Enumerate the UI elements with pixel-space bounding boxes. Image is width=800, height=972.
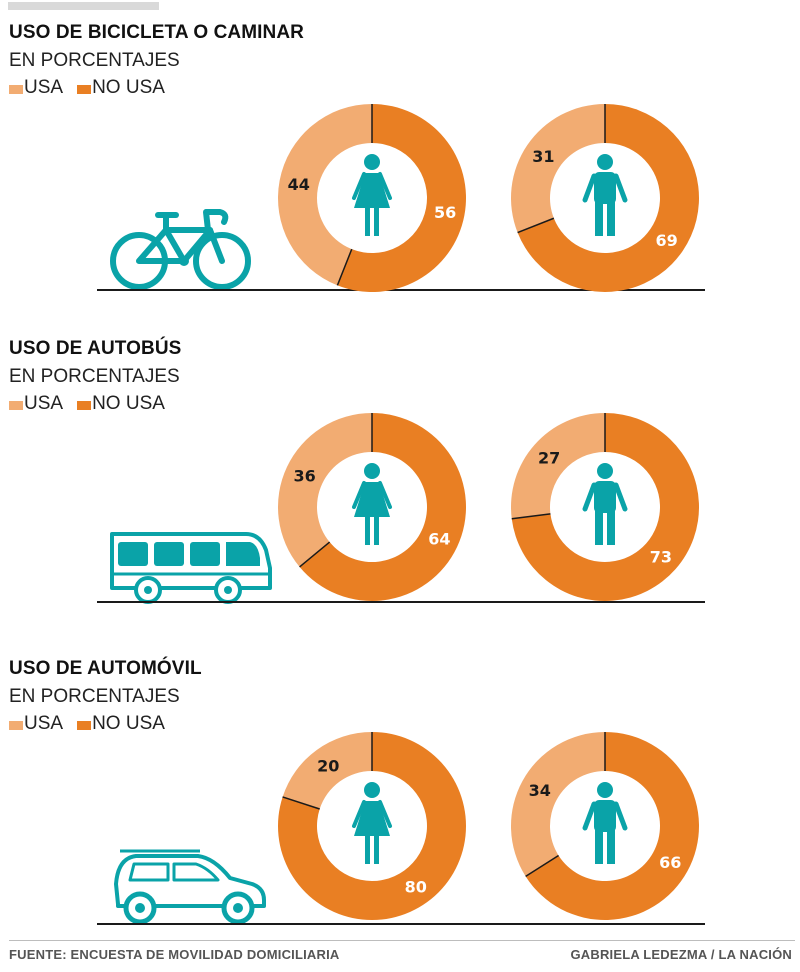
legend-item-uses: USA — [9, 77, 63, 99]
slice-divider — [525, 854, 559, 878]
legend-item-not-uses: NO USA — [77, 713, 165, 735]
slice-divider — [282, 796, 320, 810]
legend-swatch-not-uses — [77, 84, 92, 94]
legend-swatch-uses — [9, 720, 23, 730]
legend-label-uses: USA — [24, 713, 64, 734]
ground-line — [97, 289, 705, 291]
slice-divider — [299, 541, 331, 568]
ground-line — [97, 601, 705, 603]
donut-chart: 64 36 — [278, 413, 466, 601]
donut-slice-not-uses — [517, 104, 699, 292]
data-label-not-uses: 66 — [659, 853, 681, 872]
slice-divider — [511, 513, 551, 520]
donut-slice-uses — [278, 413, 372, 567]
legend-item-uses: USA — [9, 393, 63, 415]
legend-label-uses: USA — [24, 393, 64, 414]
section-title: USO DE AUTOBÚS — [9, 338, 182, 359]
section-bus: USO DE AUTOBÚS EN PORCENTAJES USA NO USA — [0, 338, 800, 648]
section-subtitle: EN PORCENTAJES — [9, 50, 180, 71]
donut-chart: 66 34 — [510, 732, 699, 920]
legend: USA NO USA — [9, 77, 179, 99]
car-icon — [114, 849, 266, 925]
top-accent-bar — [8, 2, 159, 10]
data-label-not-uses: 56 — [434, 203, 456, 222]
data-label-not-uses: 73 — [650, 547, 672, 566]
donut-slice-not-uses — [299, 413, 466, 601]
data-label-uses: 20 — [317, 757, 339, 776]
donut-slice-not-uses — [511, 413, 699, 601]
man-icon — [582, 782, 628, 864]
legend-swatch-uses — [9, 84, 23, 94]
donut-slice-not-uses — [525, 732, 699, 920]
section-bicycle: USO DE BICICLETA O CAMINAR EN PORCENTAJE… — [0, 22, 800, 332]
woman-icon — [352, 463, 392, 545]
legend-item-not-uses: NO USA — [77, 77, 165, 99]
data-label-uses: 34 — [529, 781, 551, 800]
donut-chart: 69 31 — [511, 104, 699, 292]
data-label-uses: 44 — [288, 175, 310, 194]
section-car: USO DE AUTOMÓVIL EN PORCENTAJES USA NO U… — [0, 658, 800, 968]
donut-slice-uses — [278, 104, 372, 286]
donut-slice-not-uses — [278, 732, 466, 920]
legend-swatch-uses — [9, 400, 23, 410]
man-icon — [582, 154, 628, 236]
legend: USA NO USA — [9, 393, 179, 415]
legend: USA NO USA — [9, 713, 179, 735]
donut-slice-uses — [510, 732, 605, 877]
donut-chart: 73 27 — [511, 412, 699, 601]
footer-divider — [9, 940, 795, 941]
man-icon — [582, 463, 628, 545]
data-label-uses: 27 — [538, 449, 560, 468]
legend-label-not-uses: NO USA — [92, 77, 165, 98]
section-subtitle: EN PORCENTAJES — [9, 686, 180, 707]
section-title: USO DE AUTOMÓVIL — [9, 658, 202, 679]
data-label-not-uses: 69 — [655, 231, 677, 250]
section-subtitle: EN PORCENTAJES — [9, 366, 180, 387]
ground-line — [97, 923, 705, 925]
legend-swatch-not-uses — [77, 720, 92, 730]
donut-slice-uses — [511, 104, 605, 233]
woman-icon — [352, 154, 392, 236]
legend-item-uses: USA — [9, 713, 63, 735]
footer-source: FUENTE: ENCUESTA DE MOVILIDAD DOMICILIAR… — [9, 947, 340, 962]
legend-label-uses: USA — [24, 77, 64, 98]
donut-slice-uses — [282, 732, 372, 810]
donut-slice-uses — [511, 412, 605, 519]
woman-icon — [352, 782, 392, 864]
data-label-uses: 36 — [293, 466, 315, 485]
legend-label-not-uses: NO USA — [92, 393, 165, 414]
bicycle-icon — [110, 209, 251, 290]
data-label-uses: 31 — [532, 147, 554, 166]
data-label-not-uses: 64 — [428, 530, 450, 549]
donut-chart: 56 44 — [278, 104, 467, 293]
legend-item-not-uses: NO USA — [77, 393, 165, 415]
slice-divider — [517, 217, 555, 234]
slice-divider — [336, 248, 353, 286]
footer-credit: GABRIELA LEDEZMA / LA NACIÓN — [570, 947, 792, 962]
legend-swatch-not-uses — [77, 400, 92, 410]
data-label-not-uses: 80 — [405, 877, 427, 896]
section-title: USO DE BICICLETA O CAMINAR — [9, 22, 304, 43]
donut-slice-not-uses — [337, 104, 467, 293]
legend-label-not-uses: NO USA — [92, 713, 165, 734]
donut-chart: 80 20 — [278, 732, 466, 920]
